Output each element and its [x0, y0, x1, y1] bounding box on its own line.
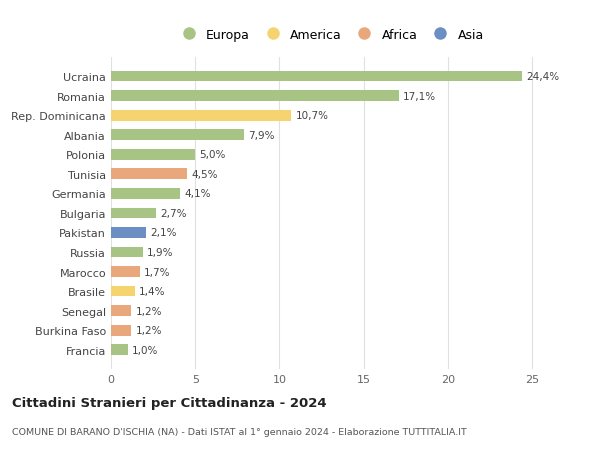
Bar — [111, 150, 195, 160]
Bar — [111, 72, 522, 82]
Bar — [111, 130, 244, 141]
Bar — [111, 91, 399, 102]
Text: Cittadini Stranieri per Cittadinanza - 2024: Cittadini Stranieri per Cittadinanza - 2… — [12, 396, 326, 409]
Text: 7,9%: 7,9% — [248, 130, 275, 140]
Text: 1,4%: 1,4% — [139, 286, 165, 297]
Text: 1,2%: 1,2% — [136, 306, 162, 316]
Text: 10,7%: 10,7% — [295, 111, 328, 121]
Bar — [111, 286, 134, 297]
Text: 5,0%: 5,0% — [199, 150, 226, 160]
Text: 17,1%: 17,1% — [403, 91, 436, 101]
Legend: Europa, America, Africa, Asia: Europa, America, Africa, Asia — [173, 26, 487, 44]
Text: 4,5%: 4,5% — [191, 169, 218, 179]
Text: COMUNE DI BARANO D'ISCHIA (NA) - Dati ISTAT al 1° gennaio 2024 - Elaborazione TU: COMUNE DI BARANO D'ISCHIA (NA) - Dati IS… — [12, 427, 467, 436]
Bar — [111, 111, 291, 121]
Text: 4,1%: 4,1% — [184, 189, 211, 199]
Text: 1,0%: 1,0% — [132, 345, 158, 355]
Bar — [111, 325, 131, 336]
Bar — [111, 345, 128, 355]
Text: 1,9%: 1,9% — [147, 247, 174, 257]
Bar — [111, 306, 131, 316]
Bar — [111, 189, 180, 199]
Bar — [111, 169, 187, 180]
Bar — [111, 247, 143, 258]
Bar — [111, 208, 157, 219]
Text: 1,2%: 1,2% — [136, 325, 162, 336]
Bar — [111, 228, 146, 238]
Text: 2,1%: 2,1% — [151, 228, 177, 238]
Text: 24,4%: 24,4% — [526, 72, 559, 82]
Text: 2,7%: 2,7% — [161, 208, 187, 218]
Bar — [111, 267, 140, 277]
Text: 1,7%: 1,7% — [144, 267, 170, 277]
